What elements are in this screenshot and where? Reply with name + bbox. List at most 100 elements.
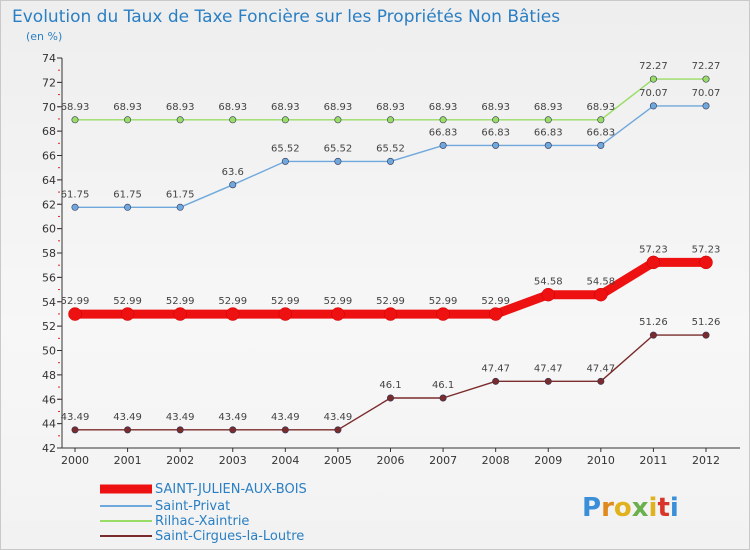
series-line-2: [75, 78, 706, 121]
data-label: 61.75: [61, 189, 90, 200]
proxiti-logo: Proxiti: [582, 493, 679, 523]
data-point: [124, 116, 132, 124]
data-point: [702, 75, 710, 83]
y-tick-label: 70: [42, 101, 56, 114]
data-label: 52.99: [61, 296, 90, 307]
data-label: 43.49: [166, 412, 195, 423]
data-label: 52.99: [429, 296, 458, 307]
y-tick-label: 46: [42, 393, 56, 406]
legend-label: Saint-Privat: [155, 499, 230, 514]
logo-letter: x: [632, 493, 649, 523]
data-point: [702, 331, 710, 339]
data-label: 57.23: [692, 244, 721, 255]
data-point: [120, 307, 135, 321]
chart-subtitle: (en %): [26, 30, 62, 43]
data-label: 57.23: [639, 244, 668, 255]
data-point: [699, 255, 713, 270]
data-point: [544, 116, 552, 124]
y-tick-label: 56: [42, 271, 56, 284]
data-point: [492, 377, 500, 385]
data-point: [226, 307, 240, 321]
data-label: 61.75: [113, 189, 142, 200]
data-label: 63.6: [222, 167, 244, 178]
data-label: 51.26: [692, 317, 721, 328]
x-tick-label: 2006: [377, 454, 405, 467]
data-point: [649, 331, 657, 339]
y-tick-label: 48: [42, 369, 56, 382]
data-point: [597, 116, 605, 124]
logo-letter: r: [601, 493, 614, 523]
x-tick-label: 2004: [271, 454, 299, 467]
data-label: 54.58: [587, 277, 616, 288]
data-point: [124, 426, 132, 434]
data-label: 47.47: [481, 363, 510, 374]
data-point: [176, 116, 184, 124]
data-point: [281, 116, 289, 124]
data-point: [281, 426, 289, 434]
data-label: 52.99: [166, 296, 195, 307]
data-point: [229, 181, 237, 189]
data-point: [646, 255, 661, 270]
x-tick-label: 2007: [429, 454, 457, 467]
data-point: [702, 102, 710, 110]
data-point: [334, 426, 342, 434]
data-label: 68.93: [113, 102, 142, 113]
data-label: 68.93: [61, 102, 90, 113]
data-point: [173, 307, 187, 321]
x-tick-label: 2008: [482, 454, 510, 467]
data-point: [71, 426, 79, 434]
data-label: 66.83: [429, 127, 458, 138]
data-label: 70.07: [692, 88, 721, 99]
data-point: [334, 116, 342, 124]
data-point: [176, 203, 184, 211]
data-point: [492, 116, 500, 124]
data-label: 66.83: [587, 127, 616, 138]
legend: SAINT-JULIEN-AUX-BOIS Saint-PrivatRilhac-…: [100, 482, 307, 544]
data-label: 68.93: [429, 102, 458, 113]
data-label: 66.83: [481, 127, 510, 138]
data-label: 46.1: [432, 380, 454, 391]
logo-letter: P: [582, 493, 601, 523]
data-label: 61.75: [166, 189, 195, 200]
data-label: 68.93: [218, 102, 247, 113]
x-tick-label: 2012: [692, 454, 720, 467]
y-tick-label: 44: [42, 418, 56, 431]
logo-letter: i: [670, 493, 679, 523]
x-tick-label: 2010: [587, 454, 615, 467]
data-label: 47.47: [534, 363, 563, 374]
data-label: 51.26: [639, 317, 668, 328]
legend-label: Rilhac-Xaintrie: [155, 514, 249, 529]
data-label: 68.93: [271, 102, 300, 113]
y-tick-label: 68: [42, 125, 56, 138]
data-point: [71, 203, 79, 211]
data-point: [176, 426, 184, 434]
data-point: [544, 141, 552, 149]
y-tick-label: 72: [42, 76, 56, 89]
y-tick-label: 42: [42, 442, 56, 455]
data-point: [544, 377, 552, 385]
data-point: [597, 377, 605, 385]
data-label: 68.93: [587, 102, 616, 113]
data-label: 68.93: [376, 102, 405, 113]
y-tick-label: 50: [42, 345, 56, 358]
data-label: 52.99: [271, 296, 300, 307]
data-point: [229, 426, 237, 434]
data-label: 46.1: [379, 380, 401, 391]
data-label: 43.49: [61, 412, 90, 423]
data-label: 66.83: [534, 127, 563, 138]
data-label: 43.49: [218, 412, 247, 423]
series-points: [68, 75, 713, 434]
x-tick-label: 2002: [166, 454, 194, 467]
data-point: [281, 157, 289, 165]
y-tick-label: 62: [42, 198, 56, 211]
y-tick-label: 52: [42, 320, 56, 333]
data-point: [594, 287, 608, 302]
data-label: 65.52: [271, 143, 300, 154]
x-tick-label: 2011: [639, 454, 667, 467]
y-tick-label: 64: [42, 174, 56, 187]
data-point: [71, 116, 79, 124]
data-label: 43.49: [271, 412, 300, 423]
legend-label: Saint-Cirgues-la-Loutre: [155, 529, 304, 544]
data-label: 72.27: [692, 61, 721, 72]
